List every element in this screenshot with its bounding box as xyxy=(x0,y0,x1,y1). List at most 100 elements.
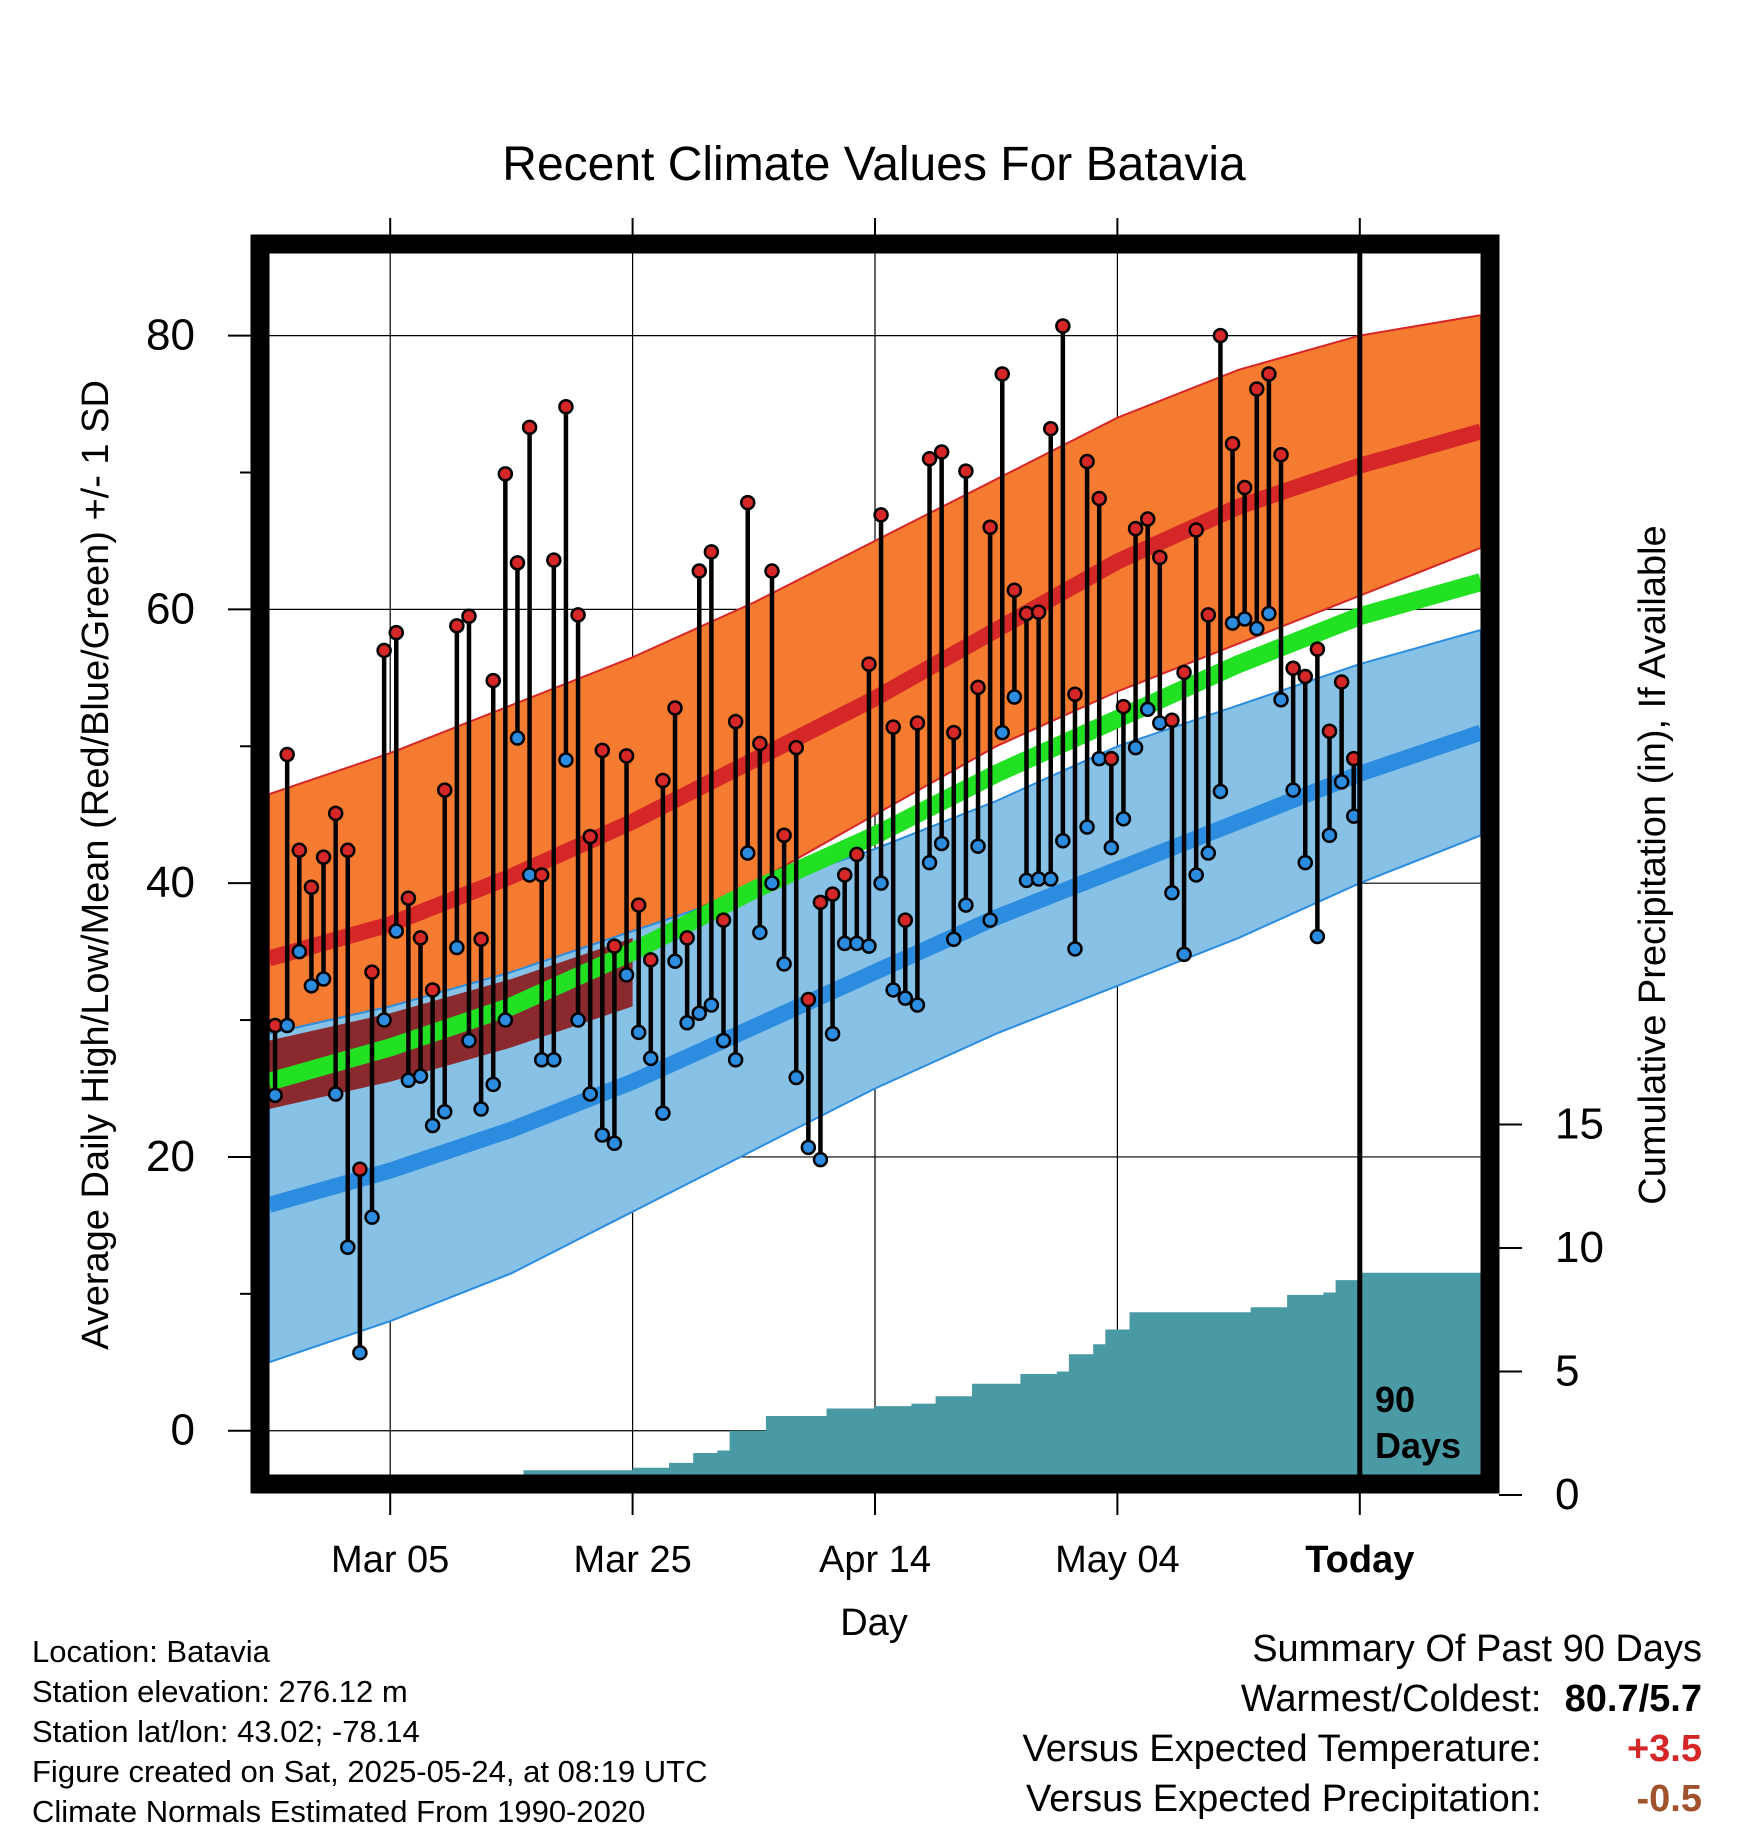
high-point xyxy=(1091,490,1107,507)
plot-frame xyxy=(250,234,1500,1494)
created-text: Figure created on Sat, 2025-05-24, at 08… xyxy=(32,1754,708,1789)
low-point xyxy=(1200,845,1217,861)
low-point xyxy=(873,875,889,891)
high-point xyxy=(449,618,465,634)
low-point xyxy=(1176,946,1192,963)
low-point xyxy=(594,1127,611,1143)
low-point xyxy=(1285,782,1301,798)
high-point xyxy=(509,555,526,571)
high-point xyxy=(1188,522,1204,538)
low-point xyxy=(630,1024,647,1041)
high-point xyxy=(461,608,477,624)
daily-range-lines xyxy=(272,326,1356,1353)
high-point xyxy=(400,890,417,906)
high-point xyxy=(606,938,623,954)
low-point xyxy=(994,724,1011,741)
high-point xyxy=(752,735,768,752)
low-point xyxy=(800,1139,817,1156)
high-point xyxy=(303,879,320,896)
low-point xyxy=(558,752,574,768)
low-point xyxy=(921,854,938,871)
today-label-line2: Days xyxy=(1375,1425,1461,1466)
low-point xyxy=(1127,739,1144,756)
high-point xyxy=(982,519,998,536)
high-point xyxy=(1212,327,1229,344)
high-point xyxy=(1333,674,1350,690)
high-point xyxy=(570,607,586,623)
y-axis-label: Average Daily High/Low/Mean (Red/Blue/Gr… xyxy=(75,380,117,1350)
low-point xyxy=(412,1068,429,1084)
low-point xyxy=(485,1076,501,1093)
low-point xyxy=(909,997,926,1013)
low-point xyxy=(1188,867,1204,883)
high-point xyxy=(1309,641,1326,657)
low-point xyxy=(958,897,974,913)
high-point xyxy=(679,930,695,946)
high-point xyxy=(970,679,986,696)
low-point xyxy=(946,931,962,948)
summary-panel: Summary Of Past 90 Days Warmest/Coldest:… xyxy=(802,1624,1702,1824)
precip-value: -0.5 xyxy=(1636,1778,1702,1820)
y2-tick-label: 10 xyxy=(1555,1223,1604,1272)
low-point xyxy=(315,971,332,987)
low-point xyxy=(618,967,635,983)
high-point xyxy=(1006,582,1023,598)
high-point xyxy=(1127,520,1144,537)
high-point xyxy=(691,563,708,579)
high-point xyxy=(764,563,780,579)
low-point xyxy=(582,1086,598,1102)
high-point xyxy=(1055,318,1071,334)
high-point xyxy=(533,867,550,883)
low-point xyxy=(1164,884,1180,901)
temp-row: Versus Expected Temperature: +3.5 xyxy=(802,1724,1702,1774)
high-point xyxy=(521,419,538,436)
low-point xyxy=(327,1086,344,1102)
low-point xyxy=(509,730,526,746)
location-text: Location: Batavia xyxy=(32,1634,270,1669)
x-axis: Mar 05 Mar 25 Apr 14 May 04 Today xyxy=(331,218,1414,1581)
low-point xyxy=(727,1052,744,1068)
y2-tick-label: 5 xyxy=(1555,1347,1579,1396)
y2-tick-label: 15 xyxy=(1555,1100,1604,1149)
high-point xyxy=(594,742,611,759)
high-point xyxy=(727,713,744,730)
high-point xyxy=(1236,479,1253,496)
low-point xyxy=(570,1012,586,1028)
today-label-line1: 90 xyxy=(1375,1379,1415,1420)
high-point xyxy=(921,451,938,467)
high-point xyxy=(618,748,635,764)
low-point xyxy=(352,1344,368,1361)
y-tick-label: 40 xyxy=(146,858,195,907)
high-point xyxy=(873,507,889,523)
high-point xyxy=(497,466,514,482)
high-point xyxy=(643,952,659,968)
high-point xyxy=(1321,723,1338,739)
station-info: Location: Batavia Station elevation: 276… xyxy=(32,1632,708,1832)
elevation-text: Station elevation: 276.12 m xyxy=(32,1674,408,1709)
low-point xyxy=(1273,691,1289,708)
high-point xyxy=(1176,664,1192,681)
high-point xyxy=(788,739,804,756)
low-normal-line xyxy=(269,725,1481,1213)
high-point xyxy=(1067,686,1083,703)
low-point xyxy=(1055,832,1071,849)
high-point xyxy=(279,746,295,763)
high-point xyxy=(909,715,926,731)
high-point xyxy=(849,846,865,863)
warm-cold-label: Warmest/Coldest: xyxy=(1240,1678,1542,1720)
low-point xyxy=(788,1069,804,1086)
high-point xyxy=(376,642,392,659)
temp-value: +3.5 xyxy=(1626,1728,1702,1770)
high-point xyxy=(582,828,598,845)
low-point xyxy=(982,912,998,928)
high-point xyxy=(352,1161,368,1178)
y-tick-label: 80 xyxy=(146,311,195,360)
temp-label: Versus Expected Temperature: xyxy=(1022,1728,1542,1770)
low-point xyxy=(970,838,986,854)
low-point xyxy=(703,997,720,1013)
low-point xyxy=(1103,839,1120,856)
y-tick-label: 0 xyxy=(171,1406,195,1455)
warm-cold-row: Warmest/Coldest: 80.7/5.7 xyxy=(802,1674,1702,1724)
low-point xyxy=(715,1032,732,1049)
